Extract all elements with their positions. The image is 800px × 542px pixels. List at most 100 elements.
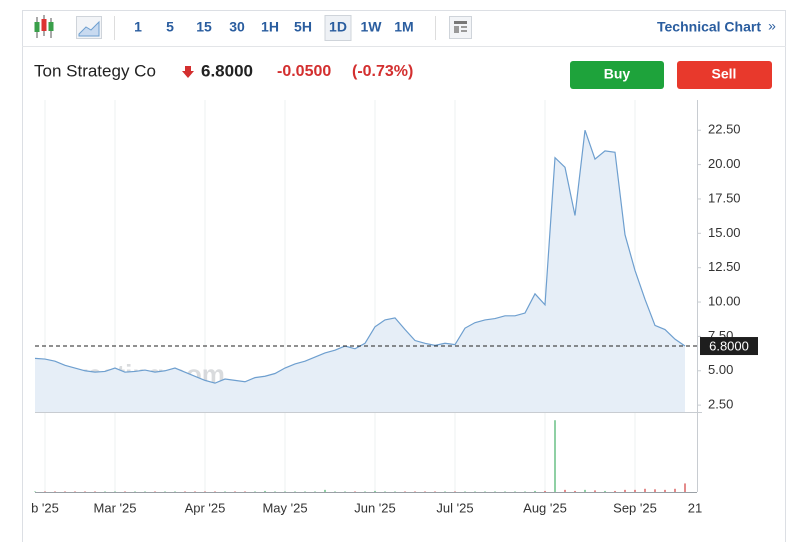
volume-bar bbox=[684, 483, 686, 492]
volume-bar bbox=[234, 491, 236, 492]
volume-bar bbox=[324, 489, 326, 492]
interval-button[interactable]: 5H bbox=[294, 19, 312, 35]
price-change-pct: (-0.73%) bbox=[352, 63, 413, 80]
volume-bar bbox=[434, 491, 436, 492]
volume-bar bbox=[574, 490, 576, 492]
volume-bar bbox=[54, 491, 56, 492]
volume-bar bbox=[34, 491, 36, 492]
interval-button[interactable]: 1M bbox=[394, 19, 413, 35]
x-tick-label: b '25 bbox=[31, 500, 59, 515]
interval-button[interactable]: 15 bbox=[196, 19, 212, 35]
price-change: -0.0500 bbox=[277, 63, 331, 80]
y-tick-label: 15.00 bbox=[708, 225, 741, 240]
volume-bar bbox=[524, 491, 526, 492]
volume-bar bbox=[424, 491, 426, 492]
volume-bar bbox=[304, 491, 306, 492]
volume-bar bbox=[654, 489, 656, 492]
candle-icon[interactable] bbox=[34, 15, 54, 38]
interval-button[interactable]: 1D bbox=[329, 19, 347, 35]
volume-bar bbox=[454, 491, 456, 492]
volume-bar bbox=[534, 490, 536, 492]
x-tick-label: Apr '25 bbox=[185, 500, 226, 515]
volume-bar bbox=[494, 491, 496, 492]
x-tick-label: May '25 bbox=[262, 500, 307, 515]
volume-bar bbox=[74, 491, 76, 492]
volume-bar bbox=[134, 491, 136, 492]
volume-bar bbox=[264, 490, 266, 492]
x-tick-label: Jul '25 bbox=[436, 500, 473, 515]
down-arrow bbox=[182, 66, 194, 78]
x-tick-label: 21 bbox=[688, 500, 702, 515]
volume-bar bbox=[84, 491, 86, 492]
volume-bar bbox=[664, 489, 666, 492]
interval-selected[interactable] bbox=[324, 15, 352, 41]
volume-bar bbox=[164, 491, 166, 492]
interval-button[interactable]: 1W bbox=[361, 19, 383, 35]
volume-bar bbox=[564, 489, 566, 492]
volume-bar bbox=[334, 491, 336, 492]
volume-bar bbox=[464, 491, 466, 492]
volume-bar bbox=[294, 491, 296, 492]
volume-bar bbox=[384, 491, 386, 492]
technical-chart-link[interactable]: Technical Chart bbox=[657, 19, 761, 35]
interval-button[interactable]: 5 bbox=[166, 19, 174, 35]
volume-bar bbox=[634, 489, 636, 492]
volume-bar bbox=[354, 491, 356, 492]
volume-bar bbox=[554, 420, 556, 492]
y-tick-label: 10.00 bbox=[708, 293, 741, 308]
buy-label[interactable]: Buy bbox=[604, 66, 631, 82]
volume-bar bbox=[104, 491, 106, 492]
volume-bar bbox=[674, 488, 676, 492]
volume-bar bbox=[94, 491, 96, 492]
interval-button[interactable]: 1 bbox=[134, 19, 142, 35]
volume-bar bbox=[114, 491, 116, 492]
news-icon[interactable] bbox=[449, 16, 472, 39]
interval-button[interactable]: 1H bbox=[261, 19, 279, 35]
volume-bar bbox=[414, 491, 416, 492]
volume-bar bbox=[284, 491, 286, 492]
y-tick-label: 5.00 bbox=[708, 362, 733, 377]
volume-bar bbox=[374, 490, 376, 492]
last-price-badge bbox=[700, 337, 758, 356]
y-tick-label: 22.50 bbox=[708, 122, 741, 137]
sell-label[interactable]: Sell bbox=[712, 66, 737, 82]
volume-bar bbox=[624, 489, 626, 492]
volume-bar bbox=[154, 491, 156, 492]
x-tick-label: Sep '25 bbox=[613, 500, 657, 515]
last-price: 6.8000 bbox=[201, 61, 253, 80]
volume-bar bbox=[274, 491, 276, 492]
volume-bar bbox=[644, 488, 646, 492]
volume-bar bbox=[484, 491, 486, 492]
buy-button[interactable] bbox=[570, 61, 664, 89]
x-tick-label: Jun '25 bbox=[354, 500, 396, 515]
x-tick-label: Aug '25 bbox=[523, 500, 567, 515]
volume-bar bbox=[394, 491, 396, 492]
volume-bar bbox=[214, 491, 216, 492]
volume-bar bbox=[204, 491, 206, 492]
volume-bar bbox=[544, 490, 546, 492]
volume-bar bbox=[314, 491, 316, 492]
volume-bar bbox=[504, 491, 506, 492]
volume-bar bbox=[404, 491, 406, 492]
last-price-label: 6.8000 bbox=[709, 338, 749, 353]
volume-bar bbox=[344, 491, 346, 492]
area-fill bbox=[35, 130, 685, 412]
volume-bar bbox=[614, 490, 616, 492]
volume-bar bbox=[194, 491, 196, 492]
x-tick-label: Mar '25 bbox=[94, 500, 137, 515]
volume-bar bbox=[594, 490, 596, 492]
volume-bar bbox=[514, 491, 516, 492]
sell-button[interactable] bbox=[677, 61, 772, 89]
instrument-name: Ton Strategy Co bbox=[34, 61, 156, 80]
volume-bar bbox=[244, 491, 246, 492]
volume-bar bbox=[604, 490, 606, 492]
volume-bar bbox=[364, 491, 366, 492]
interval-button[interactable]: 30 bbox=[229, 19, 245, 35]
area-icon[interactable] bbox=[76, 16, 102, 39]
volume-bar bbox=[224, 491, 226, 492]
volume-bar bbox=[174, 491, 176, 492]
volume-bar bbox=[444, 491, 446, 492]
link-arrow[interactable]: » bbox=[768, 18, 776, 34]
y-tick-label: 2.50 bbox=[708, 397, 733, 412]
